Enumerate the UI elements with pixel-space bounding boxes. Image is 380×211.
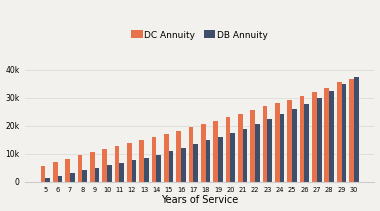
Bar bbox=[201, 124, 206, 182]
Bar bbox=[268, 119, 272, 182]
Bar bbox=[218, 137, 223, 182]
Bar bbox=[127, 143, 131, 182]
Bar bbox=[90, 152, 95, 182]
Bar bbox=[70, 173, 74, 182]
Bar bbox=[193, 144, 198, 182]
Bar bbox=[152, 137, 156, 182]
Bar bbox=[206, 140, 211, 182]
Bar bbox=[214, 121, 218, 182]
Bar bbox=[354, 77, 359, 182]
X-axis label: Years of Service: Years of Service bbox=[161, 195, 238, 206]
Bar bbox=[181, 147, 186, 182]
Bar bbox=[78, 155, 82, 182]
Bar bbox=[176, 131, 181, 182]
Bar bbox=[337, 82, 342, 182]
Bar bbox=[107, 165, 112, 182]
Bar bbox=[342, 84, 346, 182]
Bar bbox=[230, 133, 235, 182]
Bar bbox=[304, 104, 309, 182]
Bar bbox=[45, 179, 50, 182]
Bar bbox=[238, 114, 243, 182]
Bar bbox=[312, 92, 317, 182]
Bar bbox=[58, 176, 62, 182]
Bar bbox=[65, 159, 70, 182]
Bar bbox=[255, 124, 260, 182]
Bar bbox=[275, 103, 280, 182]
Bar bbox=[115, 146, 119, 182]
Bar bbox=[102, 149, 107, 182]
Bar bbox=[263, 106, 268, 182]
Bar bbox=[156, 155, 161, 182]
Bar bbox=[280, 115, 285, 182]
Bar bbox=[325, 88, 329, 182]
Bar bbox=[144, 158, 149, 182]
Bar bbox=[292, 109, 297, 182]
Bar bbox=[95, 168, 99, 182]
Bar bbox=[139, 140, 144, 182]
Bar bbox=[53, 162, 58, 182]
Bar bbox=[349, 79, 354, 182]
Bar bbox=[329, 91, 334, 182]
Bar bbox=[189, 127, 193, 182]
Bar bbox=[82, 170, 87, 182]
Bar bbox=[317, 98, 321, 182]
Bar bbox=[287, 100, 292, 182]
Bar bbox=[119, 163, 124, 182]
Bar bbox=[250, 110, 255, 182]
Bar bbox=[169, 151, 173, 182]
Bar bbox=[41, 166, 45, 182]
Bar bbox=[243, 129, 247, 182]
Bar bbox=[131, 160, 136, 182]
Legend: DC Annuity, DB Annuity: DC Annuity, DB Annuity bbox=[128, 27, 271, 44]
Bar bbox=[226, 117, 230, 182]
Bar bbox=[164, 134, 169, 182]
Bar bbox=[300, 96, 304, 182]
